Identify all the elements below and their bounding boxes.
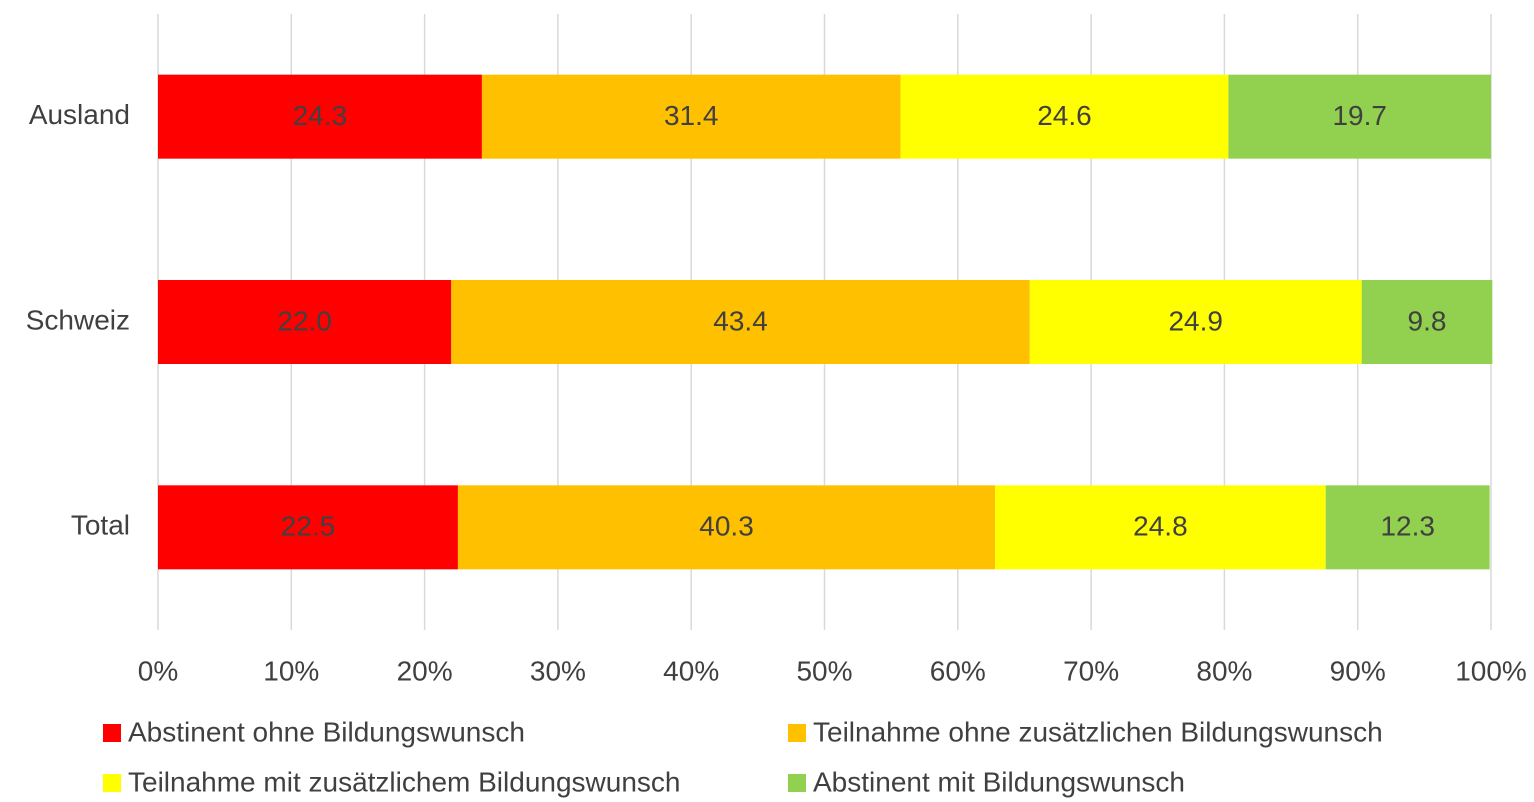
data-label: 12.3 — [1380, 511, 1435, 542]
data-label: 24.8 — [1133, 511, 1188, 542]
bar-segment — [1228, 74, 1491, 159]
legend-swatch — [788, 774, 806, 792]
data-label: 40.3 — [699, 511, 754, 542]
x-tick-label: 50% — [796, 655, 852, 686]
data-label: 24.9 — [1168, 305, 1223, 336]
bar-segment — [481, 74, 901, 159]
y-tick-label: Ausland — [29, 99, 130, 130]
bar-segment — [158, 74, 482, 159]
y-tick-label: Schweiz — [26, 304, 130, 335]
x-tick-label: 30% — [530, 655, 586, 686]
x-tick-label: 10% — [263, 655, 319, 686]
data-label: 22.0 — [277, 305, 332, 336]
bar-segment — [451, 280, 1030, 364]
data-label: 24.3 — [293, 100, 348, 131]
x-tick-label: 40% — [663, 655, 719, 686]
x-tick-label: 100% — [1455, 655, 1527, 686]
data-label: 19.7 — [1332, 100, 1387, 131]
bar-segment — [1325, 485, 1490, 570]
legend-swatch — [103, 724, 121, 742]
bar-segment — [1029, 280, 1362, 364]
x-tick-label: 0% — [138, 655, 178, 686]
legend-swatch — [103, 774, 121, 792]
data-label: 31.4 — [664, 100, 719, 131]
data-label: 9.8 — [1408, 305, 1447, 336]
data-label: 24.6 — [1037, 100, 1092, 131]
legend-label: Abstinent mit Bildungswunsch — [813, 766, 1185, 797]
data-label: 43.4 — [713, 305, 768, 336]
bar-segment — [158, 280, 452, 364]
x-tick-label: 80% — [1196, 655, 1252, 686]
data-label: 22.5 — [281, 511, 336, 542]
x-tick-label: 90% — [1330, 655, 1386, 686]
x-tick-label: 20% — [397, 655, 453, 686]
bar-segment — [158, 485, 458, 570]
bar-segment — [900, 74, 1229, 159]
legend-label: Abstinent ohne Bildungswunsch — [128, 716, 525, 747]
x-tick-label: 60% — [930, 655, 986, 686]
x-tick-label: 70% — [1063, 655, 1119, 686]
y-tick-label: Total — [71, 510, 130, 541]
legend-label: Teilnahme ohne zusätzlichen Bildungswuns… — [813, 716, 1383, 747]
bar-segment — [1361, 280, 1493, 364]
bar-segment — [995, 485, 1326, 570]
legend-label: Teilnahme mit zusätzlichem Bildungswunsc… — [128, 766, 680, 797]
bar-segment — [457, 485, 996, 570]
legend-swatch — [788, 724, 806, 742]
